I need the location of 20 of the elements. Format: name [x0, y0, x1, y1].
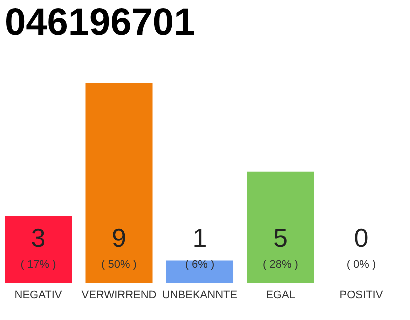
annotation: ( 28% ) [263, 259, 298, 271]
annotation: ( 6% ) [185, 259, 215, 271]
bar [247, 172, 314, 283]
annotation: ( 50% ) [102, 259, 137, 271]
data-label: 3 [31, 223, 46, 253]
data-label: 1 [192, 223, 208, 253]
x-tick-label: NEGATIV [14, 290, 63, 302]
bar [86, 83, 153, 283]
bar [166, 260, 234, 283]
x-tick-label: UNBEKANNTE [162, 290, 238, 302]
chart-title: 046196701 [5, 2, 196, 44]
data-label: 5 [274, 223, 288, 253]
x-tick-label: EGAL [266, 290, 296, 302]
data-label: 9 [112, 223, 126, 253]
annotation: ( 0% ) [346, 259, 376, 271]
data-label: 0 [354, 223, 369, 253]
bar [5, 216, 72, 283]
x-tick-label: POSITIV [340, 290, 384, 302]
x-tick-label: VERWIRREND [82, 290, 157, 302]
annotation: ( 17% ) [20, 259, 56, 271]
